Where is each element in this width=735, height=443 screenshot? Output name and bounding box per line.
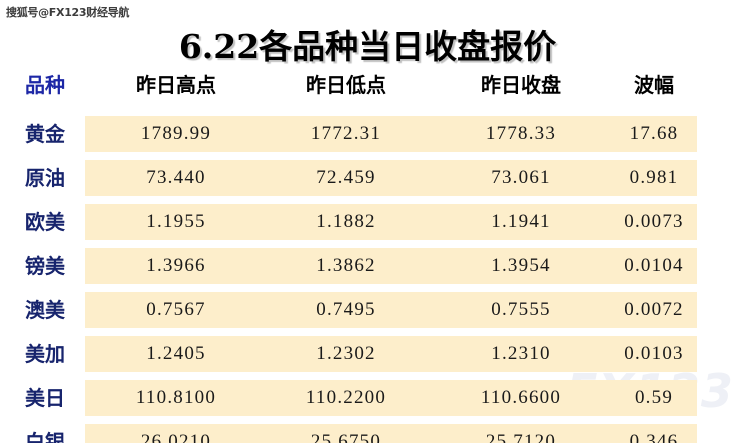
instrument-name: 黄金 [25, 122, 65, 146]
amplitude-value: 0.0103 [624, 343, 684, 364]
prev-low-value: 25.6750 [310, 431, 382, 443]
prev-close-value: 25.7120 [485, 431, 557, 443]
prev-close-value: 1.1941 [491, 211, 551, 232]
prev-high-value: 73.440 [146, 167, 206, 188]
row-highlight-band [85, 116, 697, 152]
table-header-row: 品种 昨日高点 昨日低点 昨日收盘 波幅 [0, 68, 735, 102]
instrument-name: 澳美 [25, 298, 65, 322]
row-highlight-band [85, 380, 697, 416]
instrument-name: 原油 [25, 166, 65, 190]
page-title: 6.22各品种当日收盘报价 [178, 27, 557, 66]
row-highlight-band [85, 248, 697, 284]
amplitude-value: 0.0072 [624, 299, 684, 320]
column-header-low: 昨日低点 [306, 73, 386, 97]
instrument-name: 白银 [25, 430, 65, 443]
table-row: 黄金 1789.99 1772.31 1778.33 17.68 [0, 116, 735, 152]
prev-close-value: 73.061 [491, 167, 551, 188]
table-row: 镑美 1.3966 1.3862 1.3954 0.0104 [0, 248, 735, 284]
prev-low-value: 0.7495 [316, 299, 376, 320]
table-body: 黄金 1789.99 1772.31 1778.33 17.68 原油 73.440 72.4… [0, 116, 735, 443]
prev-high-value: 1.3966 [146, 255, 206, 276]
amplitude-value: 0.0104 [624, 255, 684, 276]
table-row: 美加 1.2405 1.2302 1.2310 0.0103 [0, 336, 735, 372]
prev-low-value: 72.459 [316, 167, 376, 188]
amplitude-value: 0.981 [629, 167, 679, 188]
prev-high-value: 1.1955 [146, 211, 206, 232]
table-row: 澳美 0.7567 0.7495 0.7555 0.0072 [0, 292, 735, 328]
prev-high-value: 26.0210 [140, 431, 212, 443]
instrument-name: 美日 [25, 386, 65, 410]
prev-low-value: 1.1882 [316, 211, 376, 232]
prev-close-value: 1.2310 [491, 343, 551, 364]
table-row: 美日 110.8100 110.2200 110.6600 0.59 [0, 380, 735, 416]
row-highlight-band [85, 292, 697, 328]
prev-close-value: 110.6600 [480, 387, 562, 408]
column-header-name: 品种 [25, 73, 65, 97]
instrument-name: 镑美 [25, 254, 65, 278]
table-row: 欧美 1.1955 1.1882 1.1941 0.0073 [0, 204, 735, 240]
prev-close-value: 1.3954 [491, 255, 551, 276]
amplitude-value: 0.59 [634, 387, 674, 408]
prev-high-value: 110.8100 [135, 387, 217, 408]
column-header-high: 昨日高点 [136, 73, 216, 97]
prev-close-value: 1778.33 [485, 123, 557, 144]
prev-low-value: 1772.31 [310, 123, 382, 144]
column-header-amplitude: 波幅 [634, 73, 674, 97]
column-header-close: 昨日收盘 [481, 73, 561, 97]
amplitude-value: 0.346 [629, 431, 679, 443]
prev-low-value: 110.2200 [305, 387, 387, 408]
instrument-name: 美加 [25, 342, 65, 366]
amplitude-value: 17.68 [629, 123, 679, 144]
quotes-table: 品种 昨日高点 昨日低点 昨日收盘 波幅 黄金 1789.99 1772.31 177… [0, 68, 735, 443]
source-watermark: 搜狐号@FX123财经导航 [6, 6, 130, 19]
row-highlight-band [85, 204, 697, 240]
row-highlight-band [85, 160, 697, 196]
instrument-name: 欧美 [25, 210, 65, 234]
prev-high-value: 1.2405 [146, 343, 206, 364]
prev-high-value: 1789.99 [140, 123, 212, 144]
prev-close-value: 0.7555 [491, 299, 551, 320]
amplitude-value: 0.0073 [624, 211, 684, 232]
prev-high-value: 0.7567 [146, 299, 206, 320]
row-highlight-band [85, 424, 697, 443]
table-row: 白银 26.0210 25.6750 25.7120 0.346 [0, 424, 735, 443]
prev-low-value: 1.3862 [316, 255, 376, 276]
row-highlight-band [85, 336, 697, 372]
table-row: 原油 73.440 72.459 73.061 0.981 [0, 160, 735, 196]
prev-low-value: 1.2302 [316, 343, 376, 364]
